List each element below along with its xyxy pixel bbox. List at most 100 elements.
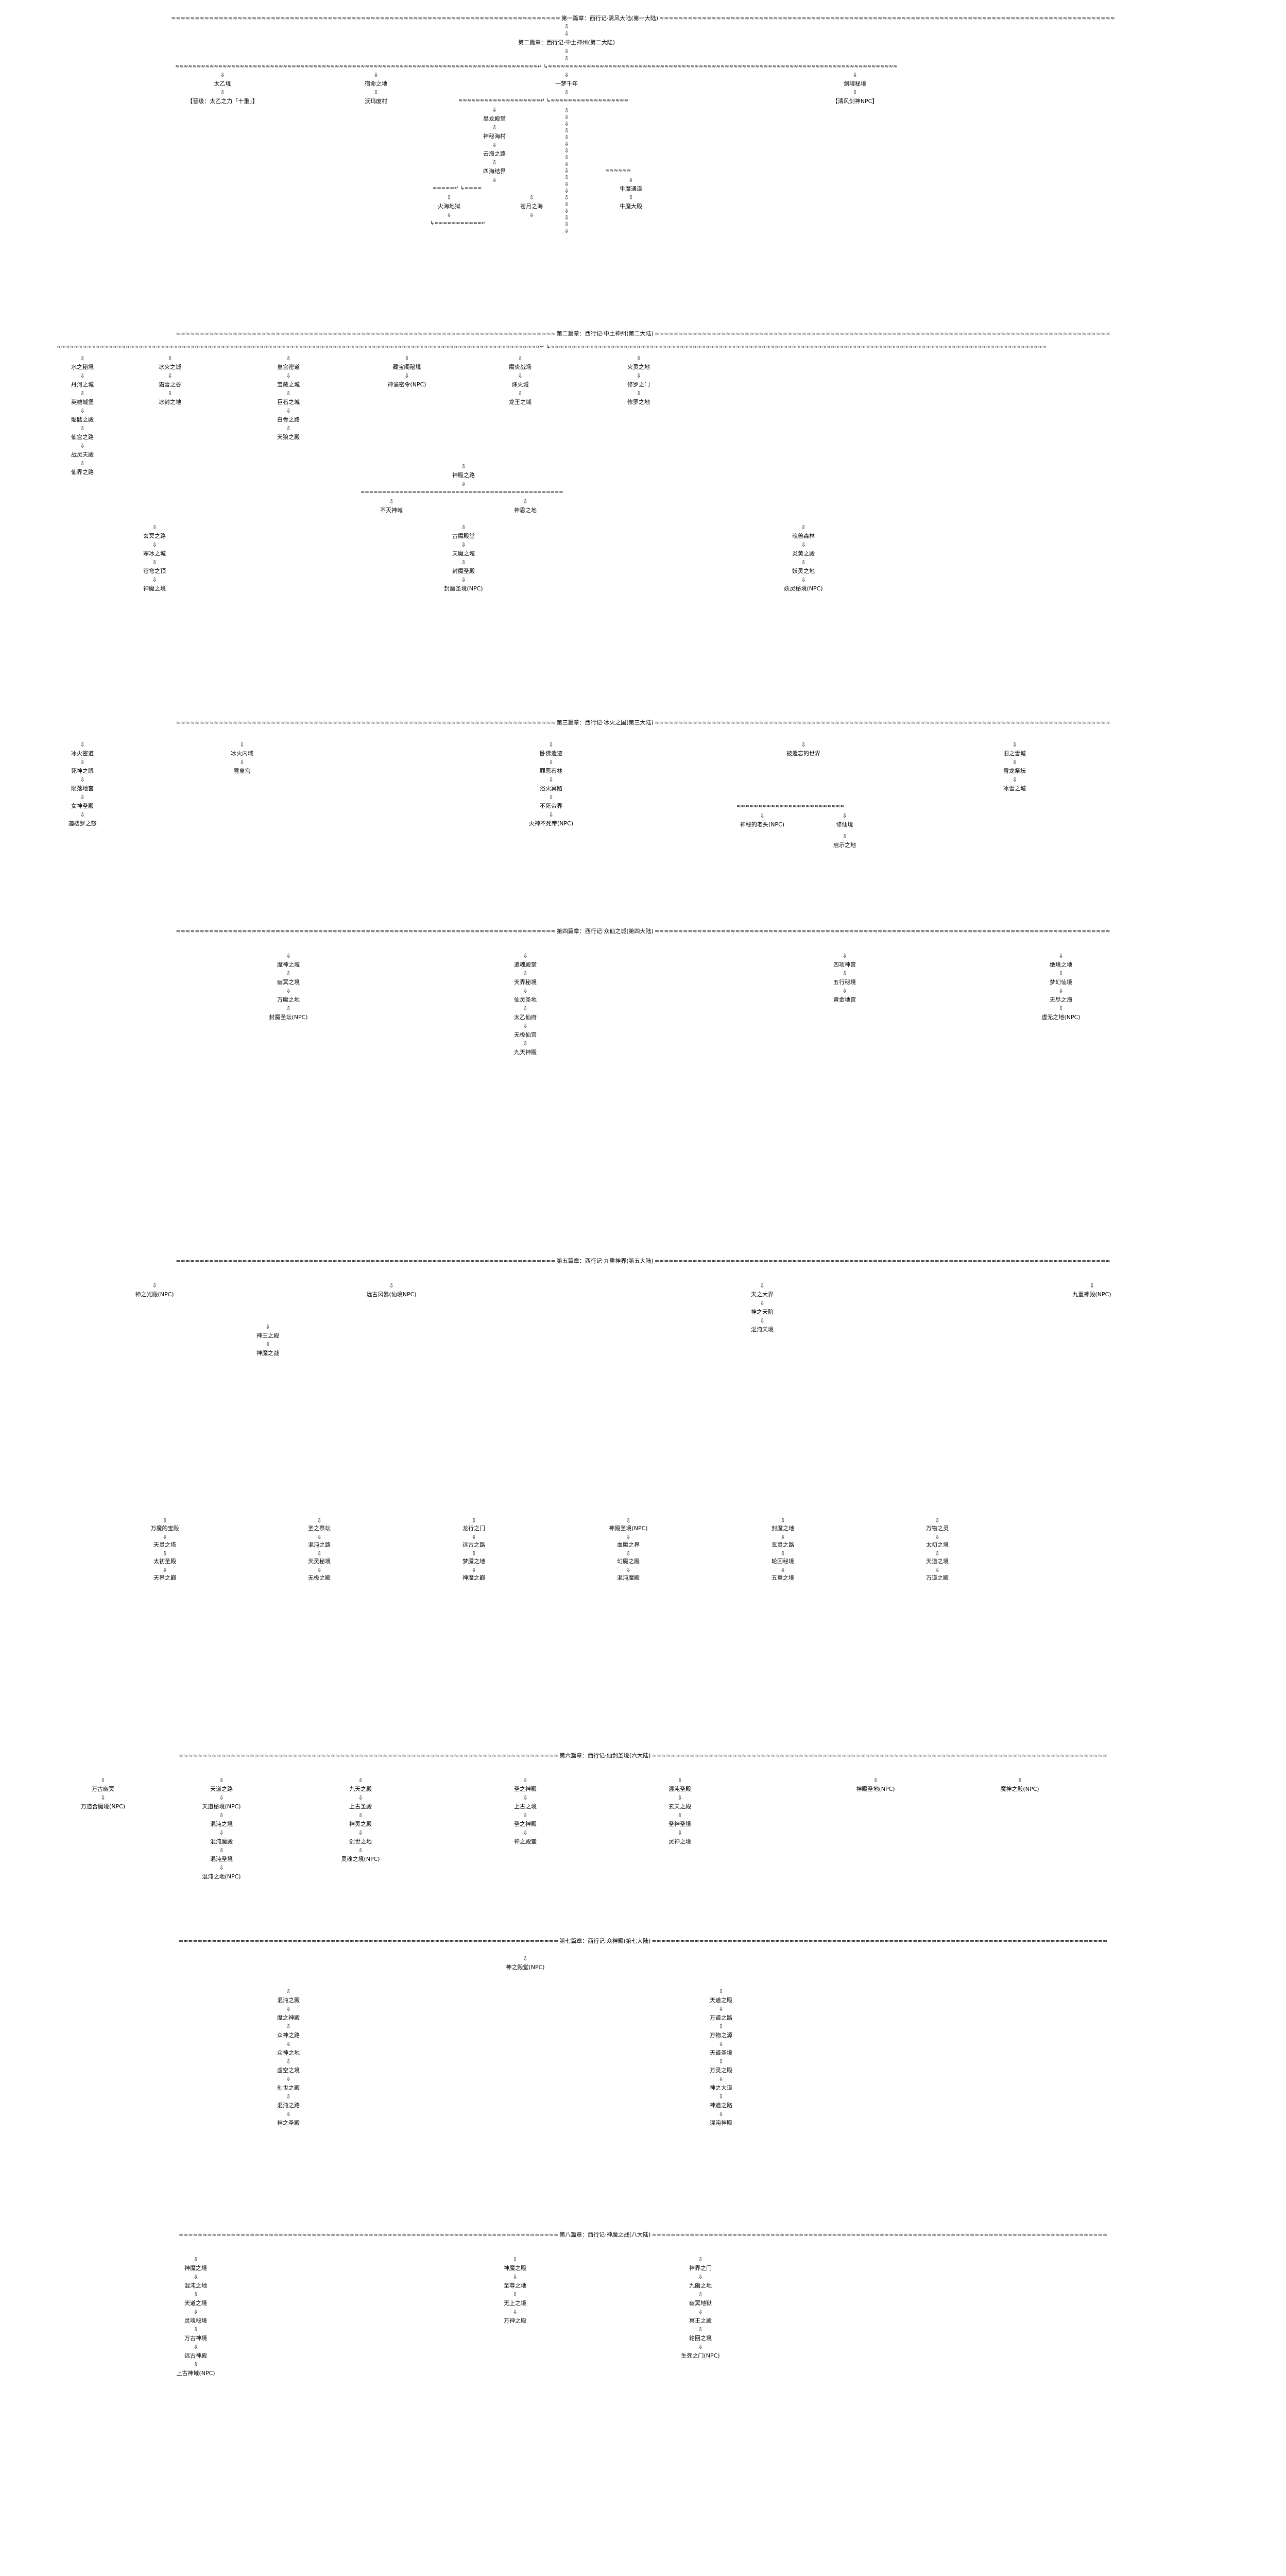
node-qingfeng-sword-god-npc[interactable]: 【清风剑神NPC】 (832, 98, 878, 105)
node-taiyi-realm[interactable]: 太乙境 (214, 80, 231, 87)
ch6-node-2-2[interactable]: 创世之地 (349, 1838, 372, 1845)
ch7-node-0-3[interactable]: 虚空之境 (277, 2067, 300, 2074)
ch8-node-1-0[interactable]: 至尊之地 (504, 2282, 526, 2289)
ch2-node-5-0[interactable]: 修罗之门 (627, 381, 650, 388)
node-cangyue-sea[interactable]: 苍月之海 (520, 203, 543, 210)
ch3-head-0[interactable]: 冰火密道 (71, 750, 94, 757)
ch2-head-5[interactable]: 火灵之地 (627, 364, 650, 370)
ch4-node-1-1[interactable]: 黄金地宫 (833, 996, 856, 1003)
ch4-node-2-2[interactable]: 封魔圣坛(NPC) (269, 1014, 308, 1021)
ch7-node-0-2[interactable]: 众神之地 (277, 2049, 300, 2056)
ch6-node-4-0[interactable]: 玄天之殿 (668, 1803, 691, 1810)
ch8-node-0-3[interactable]: 万古神境 (184, 2335, 207, 2342)
ch8-head-0[interactable]: 神魔之境 (184, 2265, 207, 2272)
ch8-node-2-0[interactable]: 九幽之地 (689, 2282, 712, 2289)
ch2-mid-1[interactable]: 天魔之域 (452, 550, 475, 557)
ch6-head-5[interactable]: 神殿圣地(NPC) (856, 1786, 895, 1792)
ch5-head-1[interactable]: 远古风暴(仙境NPC) (366, 1291, 417, 1298)
ch2-head-4[interactable]: 魔炎战场 (509, 364, 531, 370)
ch8-node-0-0[interactable]: 混沌之地 (184, 2282, 207, 2289)
ch7-node-0-4[interactable]: 创世之殿 (277, 2084, 300, 2091)
node-mystic-sea-village[interactable]: 神秘海村 (483, 133, 506, 140)
ch3-node-0-3[interactable]: 迦楼罗之怒 (68, 820, 97, 827)
ch8-node-0-4[interactable]: 远古神殿 (184, 2352, 207, 2359)
ch2-node-2-2[interactable]: 白骨之路 (277, 416, 300, 423)
ch3-node-0-2[interactable]: 女神圣殿 (71, 803, 94, 809)
ch6-node-3-1[interactable]: 圣之神殿 (514, 1821, 537, 1827)
ch2-node-4-0[interactable]: 烽火城 (511, 381, 529, 388)
ch3-head-3[interactable]: 被遗忘的世界 (786, 750, 820, 757)
ch6-head-2[interactable]: 九天之殿 (349, 1786, 372, 1792)
ch2-left-1[interactable]: 寒冰之城 (143, 550, 166, 557)
node-bull-demon-hall[interactable]: 牛魔大殿 (620, 203, 642, 210)
ch6-node-2-0[interactable]: 上古圣殿 (349, 1803, 372, 1810)
ch7-node-0-6[interactable]: 神之圣殿 (277, 2120, 300, 2126)
node-woma-village[interactable]: 沃玛废村 (365, 98, 387, 105)
ch4-head-0[interactable]: 追魂殿堂 (514, 961, 537, 968)
ch4-node-1-0[interactable]: 五行秘境 (833, 979, 856, 986)
ch4-node-0-2[interactable]: 太乙仙府 (514, 1014, 537, 1021)
ch2-node-0-1[interactable]: 英雄城堡 (71, 399, 94, 405)
ch6-node-4-2[interactable]: 灵神之境 (668, 1838, 691, 1845)
ch6-node-3-2[interactable]: 神之殿堂 (514, 1838, 537, 1845)
ch4-node-2-1[interactable]: 万魔之地 (277, 996, 300, 1003)
ch2-node-0-3[interactable]: 仙宫之路 (71, 434, 94, 440)
ch2-head-1[interactable]: 冰火之城 (159, 364, 181, 370)
ch2-mid-0[interactable]: 古魔殿堂 (452, 533, 475, 539)
ch7-node-1-6[interactable]: 混沌神殿 (710, 2120, 732, 2126)
ch5-grid-3-4[interactable]: 五重之境 (771, 1574, 794, 1581)
ch5-grid-2-5[interactable]: 天道之境 (926, 1558, 949, 1565)
ch6-node-3-0[interactable]: 上古之境 (514, 1803, 537, 1810)
ch3-head-2[interactable]: 卧佛遗迹 (540, 750, 562, 757)
ch3-split-1[interactable]: 修仙境 (836, 821, 853, 828)
ch4-node-0-3[interactable]: 无极仙宫 (514, 1031, 537, 1038)
ch2-node-0-4[interactable]: 战灵天殿 (71, 451, 94, 458)
ch5-grid-0-3[interactable]: 神殿圣境(NPC) (609, 1525, 648, 1532)
ch5-grid-3-1[interactable]: 无极之殿 (308, 1574, 331, 1581)
ch3-node-4-0[interactable]: 雪龙祭坛 (1003, 768, 1026, 774)
ch8-node-0-2[interactable]: 灵魂秘境 (184, 2317, 207, 2324)
ch5-mid-head[interactable]: 神王之殿 (256, 1332, 279, 1339)
ch2-left-3[interactable]: 神魔之境 (143, 585, 166, 592)
ch5-node-2-1[interactable]: 混沌天境 (751, 1326, 774, 1333)
ch7-node-0-5[interactable]: 混沌之路 (277, 2102, 300, 2109)
ch6-node-1-2[interactable]: 混沌魔殿 (210, 1838, 233, 1845)
ch6-node-1-0[interactable]: 天道秘境(NPC) (202, 1803, 241, 1810)
ch4-head-3[interactable]: 绝境之地 (1050, 961, 1072, 968)
ch6-node-2-1[interactable]: 神灵之殿 (349, 1821, 372, 1827)
ch6-node-1-4[interactable]: 混沌之地(NPC) (202, 1873, 241, 1880)
ch3-head-1[interactable]: 冰火内域 (231, 750, 253, 757)
ch5-head-2[interactable]: 天之大界 (751, 1291, 774, 1298)
node-taiyi-upgrade[interactable]: 【晋级：太乙之力「十重」】 (187, 98, 258, 105)
ch4-head-1[interactable]: 四项神宫 (833, 961, 856, 968)
ch2-left-2[interactable]: 苍穹之顶 (143, 568, 166, 574)
ch2-lower-split-1[interactable]: 神恩之地 (514, 507, 537, 514)
ch2-node-2-3[interactable]: 天狼之殿 (277, 434, 300, 440)
ch5-grid-0-1[interactable]: 圣之祭坛 (308, 1525, 331, 1532)
ch8-node-2-2[interactable]: 冥王之殿 (689, 2317, 712, 2324)
ch5-grid-0-4[interactable]: 封魔之地 (771, 1525, 794, 1532)
ch6-node-4-1[interactable]: 圣神圣境 (668, 1821, 691, 1827)
ch7-head-1[interactable]: 天道之殿 (710, 1997, 732, 2004)
ch5-grid-1-4[interactable]: 玄灵之路 (771, 1541, 794, 1548)
ch4-node-0-1[interactable]: 仙灵圣地 (514, 996, 537, 1003)
ch4-node-3-0[interactable]: 梦幻仙境 (1050, 979, 1072, 986)
ch6-head-4[interactable]: 混沌圣殿 (668, 1786, 691, 1792)
ch8-node-2-4[interactable]: 生死之门(NPC) (681, 2352, 720, 2359)
ch2-node-0-5[interactable]: 仙界之路 (71, 469, 94, 476)
ch8-node-0-1[interactable]: 天道之境 (184, 2300, 207, 2307)
ch4-node-3-1[interactable]: 无尽之海 (1050, 996, 1072, 1003)
ch5-grid-0-0[interactable]: 万魔的宝殿 (150, 1525, 179, 1532)
ch2-lower-head[interactable]: 神殿之路 (452, 472, 475, 479)
ch3-node-2-2[interactable]: 不死帝界 (540, 803, 562, 809)
ch5-mid-0[interactable]: 神魔之战 (256, 1350, 279, 1357)
ch5-grid-1-3[interactable]: 血魔之界 (617, 1541, 640, 1548)
ch5-grid-1-5[interactable]: 太初之境 (926, 1541, 949, 1548)
ch7-node-1-4[interactable]: 神之大道 (710, 2084, 732, 2091)
ch2-mid-2[interactable]: 封魔圣殿 (452, 568, 475, 574)
ch6-node-0-0[interactable]: 万道合魔境(NPC) (80, 1803, 126, 1810)
ch2-right-2[interactable]: 妖灵之地 (792, 568, 815, 574)
ch2-node-4-1[interactable]: 龙王之域 (509, 399, 531, 405)
node-destiny-land[interactable]: 宿命之地 (365, 80, 387, 87)
ch6-head-0[interactable]: 万古幽冥 (92, 1786, 114, 1792)
